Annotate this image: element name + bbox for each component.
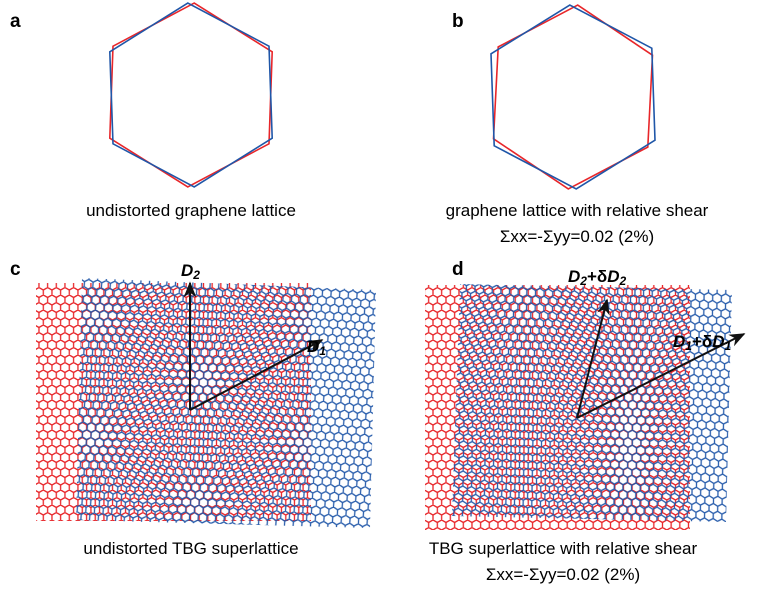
hexagon xyxy=(110,3,272,187)
symbol: D xyxy=(712,332,724,351)
subscript: 1 xyxy=(725,339,732,353)
figure: a b c d undistorted graphene lattice gra… xyxy=(0,0,772,589)
subscript: 2 xyxy=(192,268,200,282)
caption: graphene lattice with relative shear xyxy=(446,201,709,220)
vector-label: D1+δD1 xyxy=(673,332,732,353)
vector-label: D2+δD2 xyxy=(568,267,627,288)
symbol: D xyxy=(607,267,619,286)
caption: Σxx=-Σyy=0.02 (2%) xyxy=(486,565,640,584)
hexagons xyxy=(110,3,655,189)
panel-label: d xyxy=(452,259,464,280)
symbol: D xyxy=(568,267,580,286)
subscript: 1 xyxy=(319,344,326,358)
vector-label: D2 xyxy=(181,261,200,282)
symbol: D xyxy=(673,332,685,351)
delta: +δ xyxy=(587,267,607,286)
caption: undistorted TBG superlattice xyxy=(83,539,298,558)
caption: Σxx=-Σyy=0.02 (2%) xyxy=(500,227,654,246)
hexagon xyxy=(491,5,655,189)
blue-lattice xyxy=(76,278,376,528)
hexagon xyxy=(494,5,653,189)
blue-lattice xyxy=(452,284,732,522)
delta: +δ xyxy=(692,332,712,351)
caption: TBG superlattice with relative shear xyxy=(429,539,698,558)
panel-label: b xyxy=(452,11,464,32)
caption: undistorted graphene lattice xyxy=(86,201,296,220)
panel-label: a xyxy=(10,11,21,32)
hexagon xyxy=(110,3,272,187)
subscript: 2 xyxy=(619,274,627,288)
panel-label: c xyxy=(10,259,21,280)
symbol: D xyxy=(181,261,193,280)
symbol: D xyxy=(307,337,319,356)
